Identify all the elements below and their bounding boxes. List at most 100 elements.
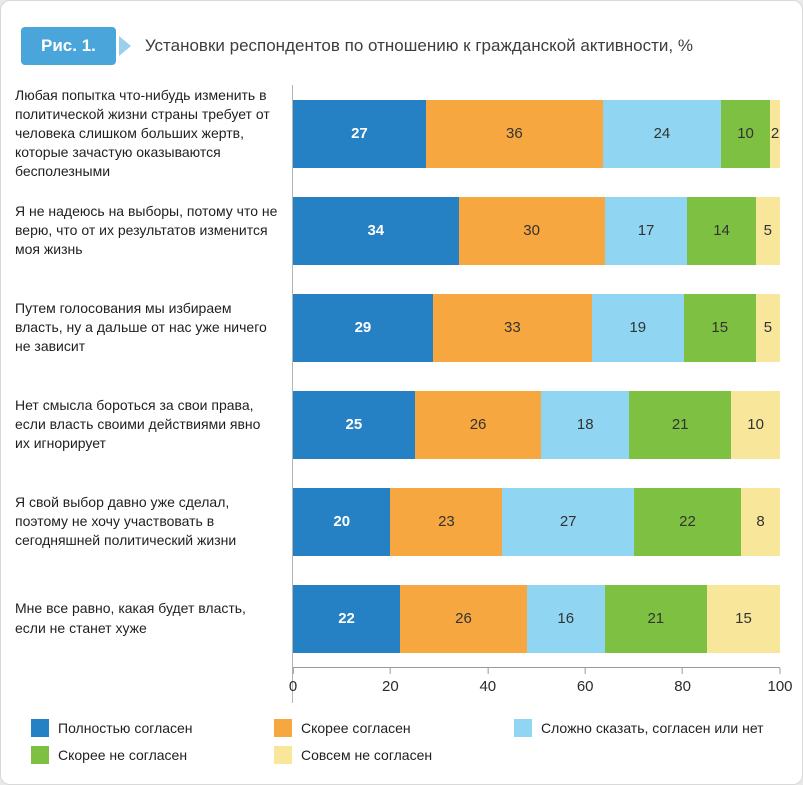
segment-value: 34 <box>367 222 385 239</box>
bar-segment: 36 <box>425 99 603 168</box>
bar-segment: 16 <box>526 584 605 653</box>
arrow-right-icon <box>118 36 131 56</box>
legend-swatch <box>274 746 292 764</box>
bar-segment: 17 <box>604 196 688 265</box>
bar-segment: 8 <box>741 487 780 556</box>
segment-value: 26 <box>469 416 487 433</box>
segment-value: 33 <box>504 319 521 336</box>
bar-segment: 22 <box>293 584 401 653</box>
stacked-bar: 25 26 18 21 10 <box>293 390 780 459</box>
segment-value: 26 <box>455 610 472 627</box>
tick-label: 60 <box>576 678 594 695</box>
bars-area: 27 36 24 10 2 34 30 17 14 5 29 33 19 15 5 25 26 18 21 10 20 2… <box>293 85 780 667</box>
bar-row: 34 30 17 14 5 <box>293 182 780 279</box>
bar-segment: 18 <box>541 390 630 459</box>
bar-segment: 33 <box>432 293 592 362</box>
bar-row: 29 33 19 15 5 <box>293 279 780 376</box>
category-label: Мне все равно, какая будет власть, если … <box>15 600 246 636</box>
segment-value: 25 <box>345 416 363 433</box>
tick-mark <box>487 668 489 674</box>
bar-segment: 21 <box>629 390 732 459</box>
bar-segment: 10 <box>720 99 771 168</box>
segment-value: 27 <box>559 513 577 530</box>
segment-value: 22 <box>338 610 355 627</box>
bar-segment: 25 <box>293 390 415 459</box>
bar-segment: 21 <box>604 584 707 653</box>
tick-label: 40 <box>479 678 497 695</box>
segment-value: 2 <box>770 125 780 142</box>
tick-label: 80 <box>674 678 691 695</box>
segment-value: 10 <box>737 125 754 142</box>
figure-number-tag: Рис. 1. <box>21 27 116 65</box>
segment-value: 14 <box>713 222 730 239</box>
axis-tick: 20 <box>382 668 399 695</box>
category-label: Я не надеюсь на выборы, потому что не ве… <box>15 202 278 258</box>
tick-label: 100 <box>767 678 793 695</box>
bar-row: 22 26 16 21 15 <box>293 570 780 667</box>
bar-row: 27 36 24 10 2 <box>293 85 780 182</box>
bar-segment: 14 <box>687 196 756 265</box>
tick-label: 20 <box>382 678 399 695</box>
legend-item: Скорее не согласен <box>31 746 274 764</box>
segment-value: 15 <box>711 319 729 336</box>
bar-segment: 15 <box>683 293 756 362</box>
axis-tick: 100 <box>767 668 793 695</box>
segment-value: 27 <box>351 125 368 142</box>
x-axis: 0 20 40 60 80 100 <box>289 667 793 703</box>
category-label: Путем голосования мы избираем власть, ну… <box>15 299 267 355</box>
segment-value: 17 <box>637 222 655 239</box>
chart-title: Установки респондентов по отношению к гр… <box>144 36 693 55</box>
bar-segment: 27 <box>502 487 634 556</box>
segment-value: 5 <box>763 319 773 336</box>
segment-value: 36 <box>506 125 523 142</box>
category-label: Нет смысла бороться за свои права, если … <box>15 396 261 452</box>
category-label: Любая попытка что-нибудь изменить в поли… <box>15 86 270 180</box>
legend-label: Совсем не согласен <box>301 747 433 763</box>
segment-value: 5 <box>763 222 772 239</box>
legend-label: Скорее не согласен <box>58 747 188 763</box>
legend-item: Сложно сказать, согласен или нет <box>514 719 782 737</box>
legend-swatch <box>514 719 532 737</box>
segment-value: 24 <box>653 125 671 142</box>
bar-segment: 22 <box>633 487 742 556</box>
segment-value: 19 <box>629 319 647 336</box>
segment-value: 22 <box>679 513 696 530</box>
segment-value: 21 <box>647 610 665 627</box>
tick-label: 0 <box>288 678 298 695</box>
segment-value: 15 <box>735 610 752 627</box>
legend-label: Скорее согласен <box>301 720 411 736</box>
axis-tick: 80 <box>674 668 691 695</box>
legend-item: Скорее согласен <box>274 719 514 737</box>
bar-segment: 23 <box>390 487 503 556</box>
bar-segment: 2 <box>770 99 780 168</box>
bar-segment: 30 <box>458 196 605 265</box>
bar-segment: 5 <box>755 196 780 265</box>
stacked-bar-chart: Любая попытка что-нибудь изменить в поли… <box>1 81 802 703</box>
bar-row: 25 26 18 21 10 <box>293 376 780 473</box>
segment-value: 18 <box>576 416 594 433</box>
legend-swatch <box>31 746 49 764</box>
axis-tick: 60 <box>577 668 594 695</box>
bar-segment: 26 <box>414 390 542 459</box>
segment-value: 21 <box>671 416 689 433</box>
bar-segment: 24 <box>602 99 721 168</box>
axis-tick: 0 <box>289 668 297 695</box>
bar-segment: 20 <box>293 487 391 556</box>
segment-value: 29 <box>354 319 372 336</box>
bar-segment: 27 <box>293 99 426 168</box>
category-label: Я свой выбор давно уже сделал, поэтому н… <box>15 493 237 549</box>
legend-swatch <box>31 719 49 737</box>
stacked-bar: 20 23 27 22 8 <box>293 487 780 556</box>
stacked-bar: 22 26 16 21 15 <box>293 584 780 653</box>
bar-segment: 10 <box>731 390 780 459</box>
bar-segment: 29 <box>293 293 433 362</box>
legend-item: Полностью согласен <box>31 719 274 737</box>
tick-mark <box>389 668 391 674</box>
segment-value: 16 <box>557 610 575 627</box>
legend-label: Полностью согласен <box>58 720 193 736</box>
figure-header: Рис. 1. Установки респондентов по отноше… <box>1 1 802 81</box>
bar-segment: 19 <box>591 293 684 362</box>
segment-value: 23 <box>438 513 455 530</box>
chart-legend: Полностью согласен Скорее согласен Сложно … <box>1 703 802 764</box>
